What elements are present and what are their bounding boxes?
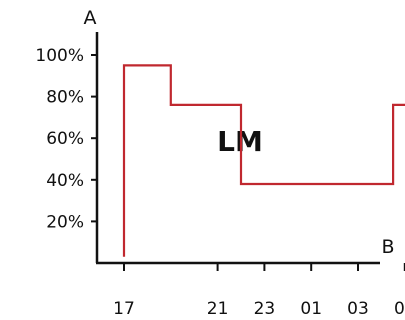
series-line (122, 64, 405, 257)
x-tick-label: 03 (347, 299, 369, 319)
y-axis-name: A (84, 7, 97, 29)
y-tick-label: 20% (46, 212, 84, 232)
y-tick-label: 40% (46, 171, 84, 191)
series-layer (122, 64, 405, 257)
x-tick-label: 05 (394, 299, 405, 319)
y-tick-group: 20% 40% 60% 80% 100% (35, 46, 97, 232)
x-tick-label: 17 (113, 299, 135, 319)
x-axis-name: B (381, 236, 394, 258)
y-tick-label: 100% (35, 46, 84, 66)
x-tick-label: 01 (300, 299, 322, 319)
x-tick-label: 23 (254, 299, 276, 319)
x-tick-group: 17212301030507 (113, 263, 405, 319)
y-tick-label: 60% (46, 129, 84, 149)
x-tick-label: 21 (207, 299, 229, 319)
y-tick-label: 80% (46, 88, 84, 108)
